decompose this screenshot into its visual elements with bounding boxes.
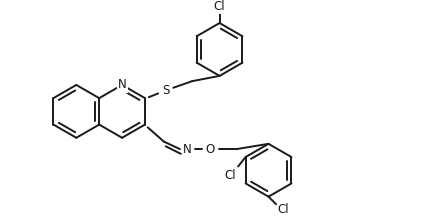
Text: N: N [183, 143, 191, 156]
Text: S: S [162, 84, 169, 97]
Text: N: N [117, 78, 126, 91]
Text: Cl: Cl [224, 169, 236, 182]
Text: Cl: Cl [213, 0, 225, 13]
Text: O: O [205, 143, 214, 156]
Text: Cl: Cl [277, 203, 289, 216]
